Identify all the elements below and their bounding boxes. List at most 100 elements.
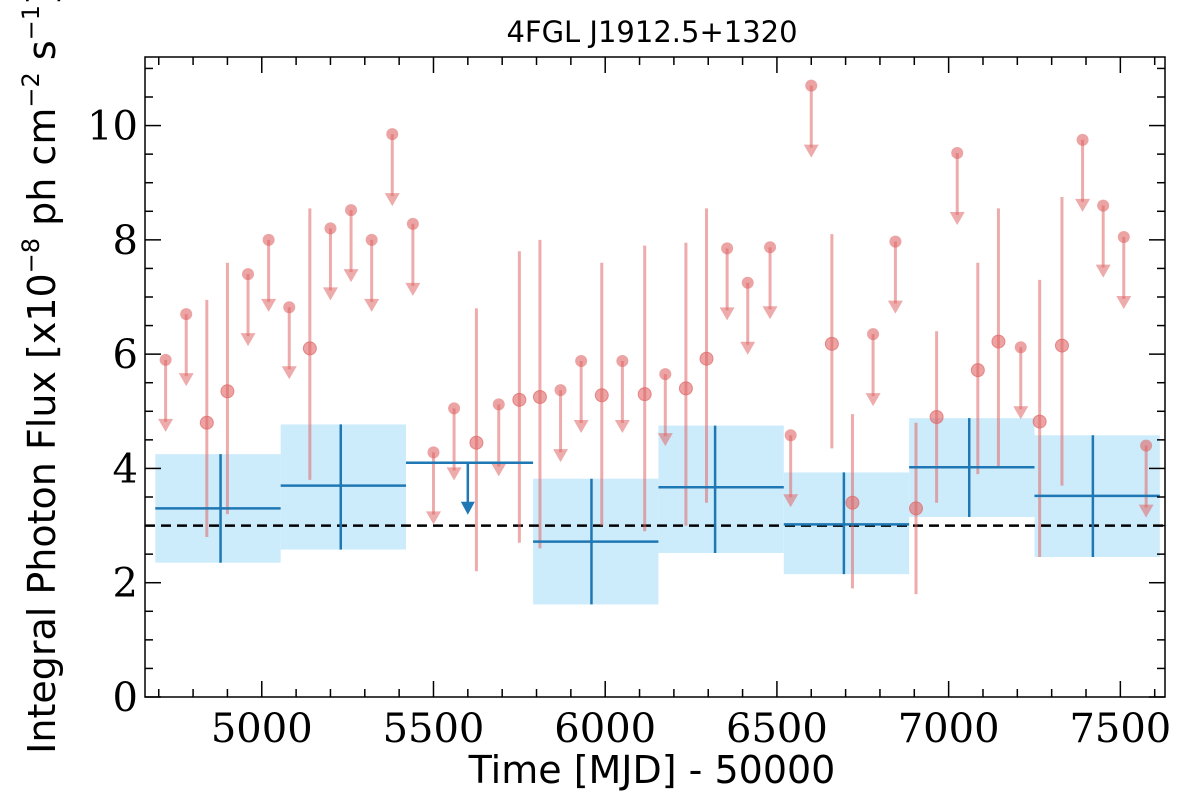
fine-point-4: [512, 392, 527, 407]
y-axis-title: Integral Photon Flux [x10−8 ph cm−2 s−1]: [17, 0, 64, 754]
fine-ul-point-6: [345, 204, 358, 217]
coarse-band-1: [280, 424, 407, 550]
fine-ul-arrow-5: [322, 287, 338, 301]
y-tick-label: 10: [87, 104, 138, 150]
fine-ul-arrow-4: [281, 366, 297, 380]
fine-point-17: [1054, 338, 1069, 353]
fine-ul-arrow-19: [762, 306, 778, 320]
fine-ul-arrow-14: [573, 420, 589, 433]
fine-point-0: [199, 415, 214, 430]
fine-ul-point-8: [386, 128, 399, 141]
fine-ul-point-21: [805, 79, 818, 92]
fine-ul-arrow-12: [491, 463, 507, 477]
fine-ul-point-9: [406, 217, 419, 230]
fine-ul-arrow-11: [446, 467, 462, 481]
coarse-band-3: [658, 425, 784, 553]
fine-ul-point-29: [1140, 439, 1153, 452]
fine-point-10: [824, 336, 839, 351]
fine-ul-point-27: [1097, 199, 1110, 212]
axes-frame-rect: [144, 56, 1166, 698]
fine-ul-arrow-8: [384, 193, 400, 207]
fine-point-13: [929, 410, 944, 424]
fine-point-12: [909, 501, 924, 516]
fine-ul-arrow-23: [887, 300, 903, 314]
fine-point-14: [970, 363, 985, 378]
fine-point-16: [1032, 414, 1047, 429]
fine-ul-arrow-20: [783, 494, 799, 508]
fine-ul-arrow-26: [1075, 198, 1091, 212]
fine-point-9: [699, 351, 714, 366]
fine-ul-point-11: [448, 402, 461, 415]
fine-ul-point-24: [951, 147, 964, 159]
y-tick-label: 8: [113, 218, 138, 264]
x-axis-title: Time [MJD] - 50000: [468, 748, 836, 792]
fine-ul-point-23: [889, 235, 902, 248]
y-axis-ticks: 0 2 4 6 8 10: [87, 67, 1165, 721]
x-tick-label: 6000: [554, 706, 656, 752]
fine-ul-point-15: [616, 355, 629, 367]
fine-ul-point-5: [324, 222, 337, 235]
fine-ul-point-2: [242, 268, 255, 281]
x-tick-label: 5000: [211, 706, 313, 752]
y-tick-label: 0: [113, 675, 138, 721]
fine-ul-arrow-13: [553, 449, 569, 463]
fine-ul-point-1: [180, 308, 193, 321]
axes-frame: [144, 56, 1166, 698]
fine-ul-arrow-24: [949, 212, 965, 225]
fine-bin-series: [158, 79, 1154, 595]
fine-point-7: [637, 387, 652, 402]
fine-point-6: [594, 388, 609, 403]
chart-title: 4FGL J1912.5+1320: [506, 15, 797, 49]
y-tick-label: 4: [113, 446, 138, 492]
fine-ul-arrow-15: [614, 420, 630, 433]
fine-ul-point-25: [1014, 341, 1027, 354]
y-tick-label: 2: [113, 561, 138, 607]
fine-point-8: [678, 381, 693, 396]
fine-ul-point-17: [721, 242, 734, 255]
fine-ul-arrow-27: [1095, 264, 1111, 278]
fine-ul-arrow-22: [865, 393, 881, 407]
fine-ul-arrow-28: [1116, 296, 1132, 309]
fine-ul-point-19: [764, 241, 777, 254]
fine-ul-arrow-10: [425, 511, 441, 525]
fine-ul-arrow-17: [719, 307, 735, 321]
fine-point-2: [302, 341, 317, 356]
x-axis-ticks: 5000 5500 6000 6500 7000 7500: [157, 57, 1171, 752]
fine-ul-arrow-18: [740, 341, 756, 355]
fine-ul-arrow-1: [178, 373, 194, 387]
fine-ul-arrow-29: [1138, 504, 1154, 518]
fine-point-11: [845, 495, 860, 510]
fine-ul-point-12: [492, 398, 505, 411]
fine-ul-point-16: [659, 368, 672, 381]
fine-ul-point-18: [741, 276, 754, 289]
x-tick-label: 7500: [1069, 706, 1171, 752]
fine-ul-arrow-2: [240, 333, 256, 347]
fine-ul-point-4: [283, 301, 296, 314]
coarse-ul-arrow-0: [460, 501, 475, 515]
fine-ul-point-7: [365, 233, 378, 246]
fine-ul-point-20: [784, 429, 797, 442]
x-tick-label: 6500: [726, 706, 828, 752]
fine-ul-point-26: [1076, 133, 1089, 146]
x-tick-label: 5500: [383, 706, 485, 752]
fine-ul-arrow-0: [158, 418, 174, 432]
fine-ul-arrow-9: [405, 282, 421, 296]
fine-ul-arrow-6: [343, 269, 359, 283]
fine-ul-arrow-3: [261, 298, 277, 312]
fine-point-3: [469, 435, 484, 450]
fine-ul-arrow-16: [657, 433, 673, 447]
y-tick-label: 6: [113, 332, 138, 378]
x-tick-label: 7000: [898, 706, 1000, 752]
fine-ul-point-10: [427, 446, 440, 459]
fine-ul-point-13: [554, 384, 567, 397]
fine-point-15: [991, 334, 1006, 349]
fine-ul-point-22: [867, 328, 880, 341]
fine-ul-point-28: [1117, 231, 1130, 243]
fine-ul-arrow-21: [803, 144, 819, 158]
fine-point-1: [220, 384, 235, 399]
coarse-bin-series: [155, 418, 1160, 605]
fine-ul-point-14: [575, 355, 588, 367]
fine-ul-point-3: [262, 233, 275, 246]
fine-ul-arrow-25: [1013, 406, 1029, 420]
